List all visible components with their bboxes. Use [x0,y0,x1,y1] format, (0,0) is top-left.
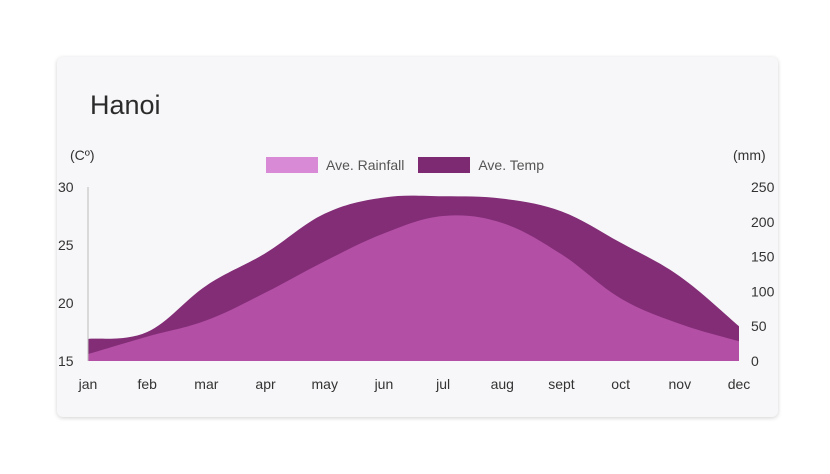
right-axis-tick: 250 [751,179,775,195]
legend-swatch-temp [418,157,471,173]
right-axis-tick: 0 [751,353,759,369]
right-axis-tick: 100 [751,283,775,299]
legend-item-temp[interactable]: Ave. Temp [418,157,544,173]
x-axis-tick: may [312,376,338,392]
x-axis-tick: jan [78,376,98,392]
x-axis-tick: aug [491,376,514,392]
x-axis-tick: mar [194,376,218,392]
x-axis-tick: jul [435,376,450,392]
legend-label-rainfall: Ave. Rainfall [326,157,405,173]
x-axis-tick: feb [137,376,157,392]
x-axis-tick: jun [374,376,394,392]
legend-swatch-rainfall [266,157,318,173]
chart-legend: Ave. Rainfall Ave. Temp [266,157,558,173]
right-axis-tick: 50 [751,318,767,334]
right-axis-tick: 200 [751,214,775,230]
left-axis-unit: (Cº) [70,147,95,163]
left-axis-tick: 25 [58,237,74,253]
legend-label-temp: Ave. Temp [478,157,544,173]
left-axis-tick: 30 [58,179,74,195]
x-axis-tick: oct [611,376,630,392]
right-axis-unit: (mm) [733,147,766,163]
legend-item-rainfall[interactable]: Ave. Rainfall [266,157,404,173]
x-axis-tick: dec [728,376,751,392]
right-axis-tick: 150 [751,249,775,265]
left-axis-tick: 15 [58,353,74,369]
x-axis-tick: sept [548,376,575,392]
x-axis-tick: nov [669,376,692,392]
chart-title: Hanoi [90,90,161,120]
x-axis-tick: apr [255,376,276,392]
left-axis-tick: 20 [58,295,74,311]
series-area-rainfall [88,215,739,361]
